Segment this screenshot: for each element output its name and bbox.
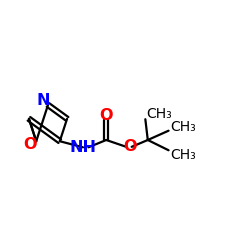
Text: CH₃: CH₃ — [146, 107, 172, 121]
Text: NH: NH — [70, 140, 96, 155]
Text: O: O — [23, 137, 37, 152]
Text: O: O — [123, 139, 136, 154]
Text: CH₃: CH₃ — [170, 120, 196, 134]
Text: N: N — [37, 93, 50, 108]
Text: O: O — [100, 108, 113, 123]
Text: CH₃: CH₃ — [170, 148, 196, 162]
